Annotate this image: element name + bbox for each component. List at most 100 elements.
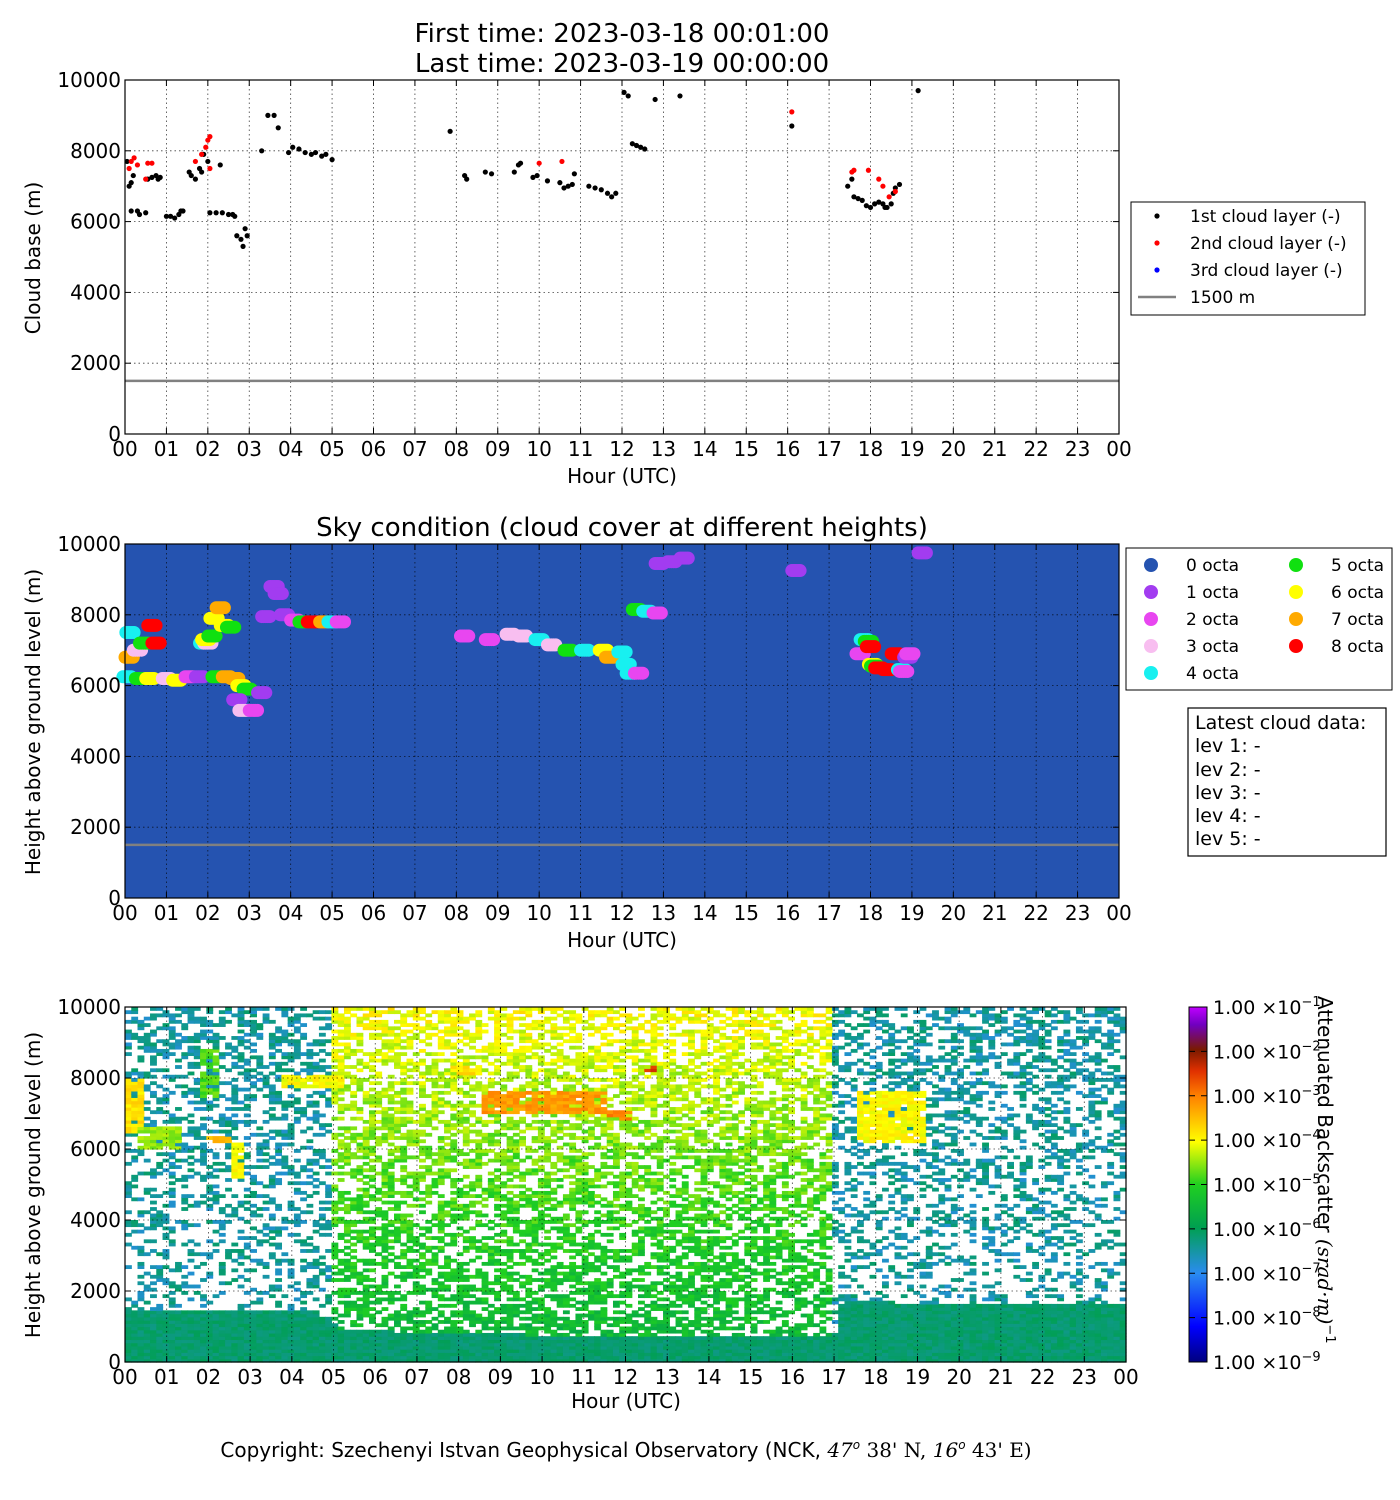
heatmap-cell (318, 1339, 326, 1344)
heatmap-cell (275, 1116, 283, 1121)
heatmap-cell (350, 1236, 358, 1240)
heatmap-cell (506, 1352, 514, 1357)
heatmap-cell (156, 1165, 164, 1169)
heatmap-cell (525, 1103, 533, 1108)
heatmap-cell (431, 1326, 439, 1331)
heatmap-cell (531, 1084, 539, 1089)
heatmap-cell (356, 1323, 364, 1328)
heatmap-cell (506, 1291, 514, 1295)
heatmap-cell (387, 1010, 395, 1015)
heatmap-cell (506, 1210, 514, 1215)
heatmap-cell (306, 1281, 314, 1286)
heatmap-cell (131, 1068, 139, 1073)
heatmap-cell (343, 1345, 351, 1350)
heatmap-cell (444, 1084, 451, 1089)
heatmap-cell (481, 1339, 489, 1344)
heatmap-cell (300, 1332, 308, 1337)
heatmap-cell (494, 1190, 501, 1195)
heatmap-cell (337, 1216, 345, 1221)
heatmap-cell (318, 1113, 326, 1118)
heatmap-cell (143, 1139, 151, 1144)
heatmap-cell (437, 1265, 445, 1270)
heatmap-cell (206, 1061, 214, 1066)
heatmap-cell (425, 1332, 433, 1337)
heatmap-cell (356, 1239, 364, 1244)
heatmap-cell (362, 1065, 370, 1069)
x-tick-label: 14 (692, 437, 717, 461)
heatmap-cell (375, 1142, 383, 1147)
heatmap-cell (537, 1110, 545, 1115)
heatmap-cell (181, 1226, 189, 1231)
heatmap-cell (356, 1349, 364, 1353)
heatmap-cell (506, 1139, 514, 1144)
heatmap-cell (375, 1032, 383, 1037)
heatmap-cell (381, 1349, 389, 1353)
heatmap-cell (431, 1181, 439, 1186)
heatmap-cell (231, 1087, 239, 1092)
heatmap-cell (256, 1316, 264, 1321)
heatmap-cell (544, 1252, 552, 1257)
heatmap-cell (475, 1081, 483, 1086)
heatmap-cell (187, 1320, 195, 1324)
heatmap-cell (406, 1116, 414, 1121)
heatmap-cell (131, 1174, 139, 1179)
heatmap-cell (469, 1342, 476, 1347)
heatmap-cell (237, 1158, 245, 1163)
heatmap-cell (137, 1145, 145, 1150)
heatmap-cell (212, 1349, 220, 1353)
heatmap-cell (250, 1313, 257, 1318)
heatmap-cell (406, 1155, 414, 1160)
heatmap-cell (431, 1171, 439, 1176)
heatmap-cell (537, 1313, 545, 1318)
heatmap-cell (206, 1068, 214, 1073)
heatmap-cell (181, 1320, 189, 1324)
heatmap-cell (331, 1216, 339, 1221)
heatmap-cell (394, 1123, 401, 1128)
backscatter-chart: Height above ground level (m) Hour (UTC)… (21, 995, 1139, 1413)
x-tick-label: 08 (444, 901, 469, 925)
heatmap-cell (137, 1078, 145, 1082)
heatmap-cell (243, 1032, 251, 1037)
heatmap-cell (375, 1071, 383, 1076)
heatmap-cell (531, 1107, 539, 1111)
heatmap-cell (300, 1291, 308, 1295)
heatmap-cell (475, 1055, 483, 1060)
heatmap-cell (225, 1349, 232, 1353)
heatmap-cell (487, 1355, 495, 1360)
heatmap-cell (293, 1232, 301, 1237)
heatmap-cell (462, 1126, 470, 1131)
heatmap-cell (256, 1071, 264, 1076)
heatmap-cell (237, 1010, 245, 1015)
heatmap-cell (225, 1187, 232, 1192)
heatmap-cell (550, 1255, 558, 1260)
heatmap-cell (419, 1197, 426, 1202)
heatmap-cell (268, 1039, 276, 1044)
heatmap-cell (400, 1178, 408, 1182)
heatmap-cell (475, 1010, 483, 1015)
heatmap-cell (350, 1271, 358, 1276)
heatmap-cell (519, 1119, 526, 1124)
heatmap-cell (325, 1129, 333, 1134)
heatmap-cell (500, 1252, 508, 1257)
heatmap-cell (512, 1310, 520, 1315)
heatmap-cell (412, 1249, 420, 1253)
heatmap-cell (168, 1268, 176, 1273)
heatmap-cell (462, 1291, 470, 1295)
heatmap-cell (368, 1032, 376, 1037)
heatmap-cell (200, 1355, 207, 1360)
heatmap-cell (212, 1339, 220, 1344)
heatmap-cell (544, 1213, 552, 1218)
heatmap-cell (331, 1352, 339, 1357)
heatmap-cell (512, 1055, 520, 1060)
heatmap-cell (337, 1158, 345, 1163)
heatmap-cell (237, 1019, 245, 1024)
heatmap-cell (293, 1052, 301, 1057)
heatmap-cell (494, 1274, 501, 1279)
heatmap-cell (531, 1297, 539, 1302)
heatmap-cell (262, 1345, 270, 1350)
heatmap-cell (437, 1332, 445, 1337)
heatmap-cell (237, 1229, 245, 1234)
heatmap-cell (425, 1023, 433, 1027)
heatmap-cell (475, 1339, 483, 1344)
heatmap-cell (218, 1261, 226, 1266)
